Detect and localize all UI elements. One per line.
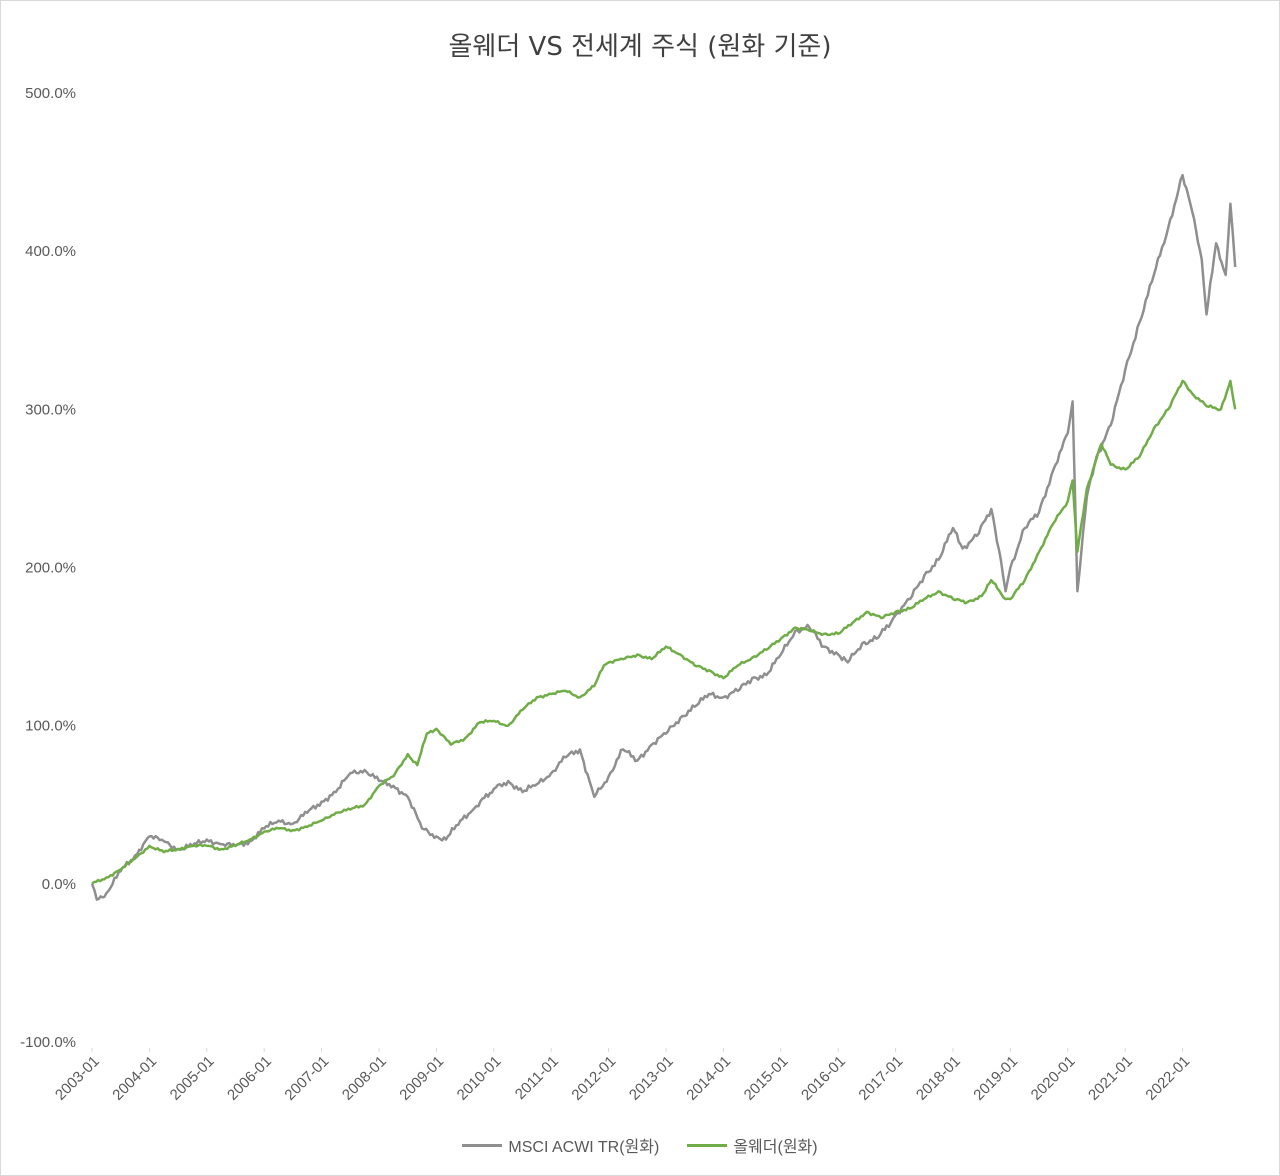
x-axis: 2003-01 2004-01 2005-01 2006-01 2007-01 2008-… (52, 1048, 1193, 1104)
legend-swatch-allweather (687, 1143, 728, 1147)
y-tick-label: 0.0% (42, 876, 76, 893)
legend-label-allweather: 올웨더(원화) (733, 1139, 818, 1156)
x-tick-label: 2022-01 (1142, 1053, 1193, 1104)
x-tick-label: 2019-01 (970, 1053, 1021, 1104)
legend-label-msci: MSCI ACWI TR(원화) (508, 1139, 660, 1156)
x-tick-label: 2021-01 (1085, 1053, 1136, 1104)
x-tick-label: 2006-01 (224, 1053, 275, 1104)
x-tick-label: 2015-01 (741, 1053, 792, 1104)
legend-swatch-msci (462, 1143, 503, 1147)
x-tick-label: 2004-01 (109, 1053, 160, 1104)
x-tick-label: 2016-01 (798, 1053, 849, 1104)
y-tick-label: 300.0% (25, 401, 76, 418)
x-tick-label: 2010-01 (454, 1053, 505, 1104)
x-tick-label: 2018-01 (913, 1053, 964, 1104)
x-tick-label: 2012-01 (568, 1053, 619, 1104)
x-tick-label: 2020-01 (1028, 1053, 1079, 1104)
x-tick-label: 2008-01 (339, 1053, 390, 1104)
y-tick-label: 500.0% (25, 85, 76, 102)
x-tick-label: 2011-01 (512, 1053, 562, 1103)
x-tick-label: 2017-01 (855, 1053, 906, 1104)
y-tick-label: -100.0% (20, 1034, 76, 1051)
x-tick-label: 2014-01 (683, 1053, 734, 1104)
y-axis: -100.0% 0.0% 100.0% 200.0% 300.0% 400.0% 500.0… (20, 85, 76, 1051)
x-tick-label: 2013-01 (626, 1053, 677, 1104)
chart-plot: -100.0% 0.0% 100.0% 200.0% 300.0% 400.0% 500.0… (20, 85, 1237, 1104)
series-line-allweather (91, 379, 1237, 885)
legend-item-allweather: 올웨더(원화) (687, 1133, 818, 1157)
legend: MSCI ACWI TR(원화) 올웨더(원화) (0, 1133, 1280, 1157)
series-lines (90, 173, 1237, 901)
chart-title: 올웨더 VS 전세계 주식 (원화 기준) (448, 32, 832, 62)
y-tick-label: 200.0% (25, 560, 76, 577)
x-tick-label: 2003-01 (52, 1053, 103, 1104)
x-tick-label: 2007-01 (281, 1053, 332, 1104)
x-tick-label: 2009-01 (396, 1053, 447, 1104)
y-tick-label: 100.0% (25, 718, 76, 735)
series-line-msci (90, 173, 1237, 901)
legend-item-msci: MSCI ACWI TR(원화) (462, 1133, 659, 1157)
y-tick-label: 400.0% (25, 243, 76, 260)
x-tick-label: 2005-01 (167, 1053, 218, 1104)
